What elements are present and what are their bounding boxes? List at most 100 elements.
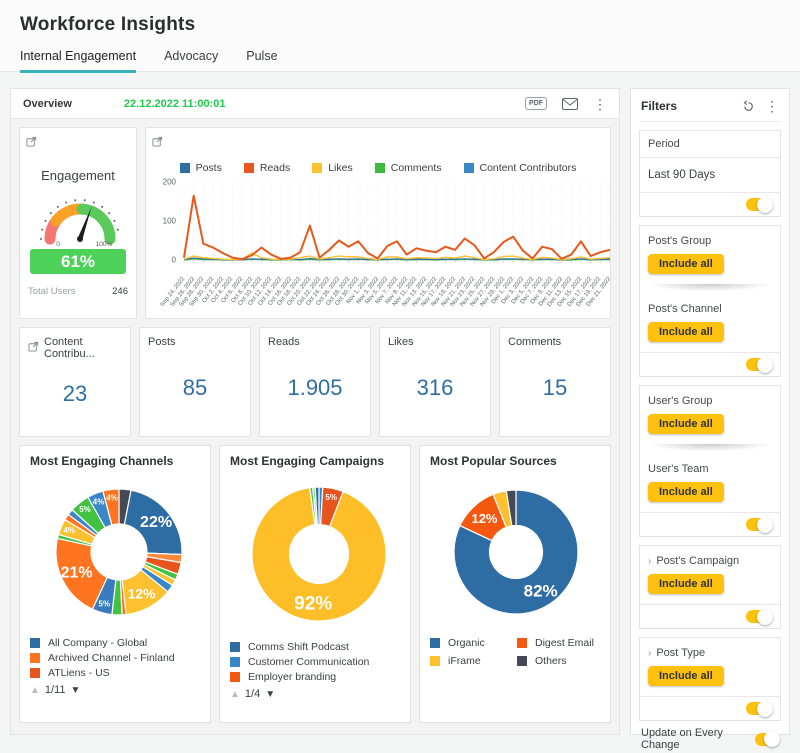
kpi-card-comments: Comments 15 [499,327,611,437]
filter-chip-row: Include all [640,570,780,604]
tab-pulse[interactable]: Pulse [246,49,278,63]
legend-swatch [230,657,240,667]
kpi-label: Reads [268,336,362,348]
legend-item-archived-channel-finland[interactable]: Archived Channel - Finland [30,652,200,664]
include-all-chip[interactable]: Include all [648,574,724,594]
legend-label: Organic [448,637,485,649]
filter-toggle-post-type[interactable] [746,700,773,717]
kpi-label: Posts [148,336,242,348]
filter-header-period: Period [640,131,780,158]
legend-item-reads[interactable]: Reads [243,162,290,174]
donut-row: Most Engaging Channels 22% 12% 5% 21% 4% 5% 4% 4… [19,445,611,723]
filter-label-text: User's Team [648,463,709,475]
legend-swatch [30,638,40,648]
email-icon[interactable] [562,97,578,110]
kpi-value: 23 [62,381,88,406]
legend-label: Posts [195,162,222,174]
kpi-row: Content Contribu... 23 Posts 85 Reads 1.905 Li… [19,327,611,437]
kpi-card-likes: Likes 316 [379,327,491,437]
update-on-change-label: Update on Every Change [641,727,723,751]
channels-donut: 22%12%5%21%4%5%4% 4% [55,488,183,616]
page-up-icon[interactable]: ▲ [230,688,240,700]
legend-item-digest-email[interactable]: Digest Email [517,637,600,649]
kpi-label: Content Contribu... [28,336,122,360]
update-on-change-toggle[interactable] [755,731,780,747]
overview-bar: Overview 22.12.2022 11:00:01 PDF ⋮ [11,89,619,119]
include-all-chip[interactable]: Include all [648,414,724,434]
legend-swatch [179,163,190,173]
svg-text:4%: 4% [93,497,105,506]
page-indicator: 1/4 [244,688,261,700]
filter-toggle-user-group-team[interactable] [746,516,773,533]
total-users-value: 246 [112,286,128,297]
legend-item-posts[interactable]: Posts [179,162,222,174]
tab-advocacy[interactable]: Advocacy [164,49,219,63]
legend-swatch [230,642,240,652]
pdf-export-icon[interactable]: PDF [525,97,547,110]
svg-text:82%: 82% [524,581,558,600]
page-title: Workforce Insights [20,14,196,35]
legend-item-all-company-global[interactable]: All Company - Global [30,637,200,649]
page-up-icon[interactable]: ▲ [30,684,40,696]
legend-item-organic[interactable]: Organic [430,637,513,649]
legend-label: Customer Communication [248,656,370,668]
filter-label-text: Post's Group [648,235,712,247]
overview-timestamp: 22.12.2022 11:00:01 [123,97,226,110]
overview-title: Overview [23,97,72,110]
legend-item-likes[interactable]: Likes [312,162,353,174]
legend-label: Comms Shift Podcast [248,641,349,653]
filter-label-text: Post's Campaign [656,555,740,567]
svg-text:4%: 4% [106,494,118,503]
svg-text:100%: 100% [96,241,113,247]
svg-text:100: 100 [163,217,177,226]
svg-text:0: 0 [172,256,177,265]
filter-label-post-group-channel-0: Post's Group [640,226,780,250]
legend-item-others[interactable]: Others [517,655,600,667]
legend-swatch [30,653,40,663]
filter-toggle-row [640,352,780,376]
page-down-icon[interactable]: ▼ [265,688,276,700]
filter-label-post-group-channel-1: Post's Channel [640,294,780,318]
filters-menu-icon[interactable]: ⋮ [765,98,779,114]
filter-toggle-post-group-channel[interactable] [746,356,773,373]
svg-text:21%: 21% [61,564,93,581]
filter-label-post-campaign-0[interactable]: › Post's Campaign [640,546,780,570]
include-all-chip[interactable]: Include all [648,482,724,502]
legend-swatch [430,656,440,666]
legend-swatch [463,163,474,173]
page-down-icon[interactable]: ▼ [70,684,81,696]
legend-item-atliens-us[interactable]: ATLiens - US [30,667,200,679]
filters-title: Filters [641,99,678,113]
filters-header: Filters ⋮ [639,97,781,122]
legend-item-iframe[interactable]: iFrame [430,655,513,667]
filters-footer: Update on Every Change [639,721,781,753]
filter-group-post-campaign: › Post's Campaign Include all [639,545,781,629]
stack-shadow [640,284,780,294]
tab-internal-engagement[interactable]: Internal Engagement [20,49,137,73]
include-all-chip[interactable]: Include all [648,666,724,686]
expand-icon[interactable] [152,134,163,152]
filter-label-user-group-team-0: User's Group [640,386,780,410]
legend-swatch [30,668,40,678]
row-engagement: Engagement 0 100% 61% Total Users 246 Pos… [19,127,611,319]
legend-item-employer-branding[interactable]: Employer branding [230,671,400,683]
legend-item-content-contributors[interactable]: Content Contributors [463,162,577,174]
filter-value-period[interactable]: Last 90 Days [648,169,716,181]
expand-icon[interactable] [26,134,37,152]
expand-icon[interactable] [28,341,39,355]
filter-toggle-period[interactable] [746,196,773,213]
legend-item-comments[interactable]: Comments [374,162,442,174]
legend-item-comms-shift-podcast[interactable]: Comms Shift Podcast [230,641,400,653]
kpi-value: 15 [542,375,568,400]
filter-toggle-post-campaign[interactable] [746,608,773,625]
kpi-value: 85 [182,375,208,400]
include-all-chip[interactable]: Include all [648,322,724,342]
filter-label-post-type-0[interactable]: › Post Type [640,638,780,662]
include-all-chip[interactable]: Include all [648,254,724,274]
reset-filters-icon[interactable] [742,99,755,113]
legend-label: Content Contributors [479,162,577,174]
overview-menu-icon[interactable]: ⋮ [593,95,607,112]
chart-title: Most Popular Sources [430,454,557,468]
legend-item-customer-communication[interactable]: Customer Communication [230,656,400,668]
timeline-plot: 0 100 200 [163,178,610,265]
